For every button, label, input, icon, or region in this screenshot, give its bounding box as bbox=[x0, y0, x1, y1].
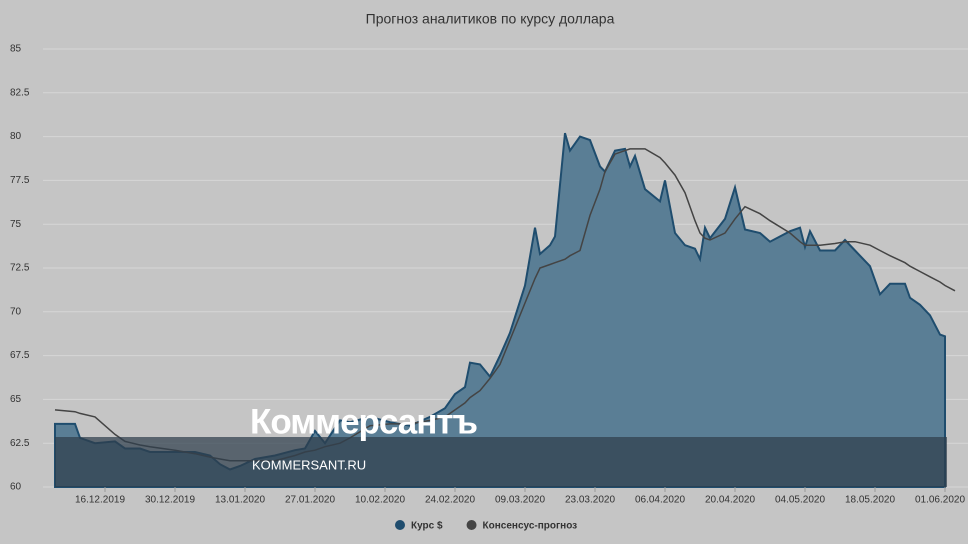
x-tick-label: 24.02.2020 bbox=[425, 495, 475, 506]
y-tick-label: 72.5 bbox=[10, 263, 30, 274]
watermark-site: KOMMERSANT.RU bbox=[252, 457, 366, 472]
legend-marker bbox=[395, 520, 405, 530]
area bbox=[54, 132, 946, 488]
x-tick-label: 18.05.2020 bbox=[845, 495, 895, 506]
x-tick-label: 06.04.2020 bbox=[635, 495, 685, 506]
x-tick-label: 20.04.2020 bbox=[705, 495, 755, 506]
legend-label: Курс $ bbox=[411, 521, 443, 532]
x-tick-label: 23.03.2020 bbox=[565, 495, 615, 506]
y-tick-label: 70 bbox=[10, 306, 22, 317]
x-tick-label: 04.05.2020 bbox=[775, 495, 825, 506]
x-tick-label: 16.12.2019 bbox=[75, 495, 125, 506]
x-tick-label: 09.03.2020 bbox=[495, 495, 545, 506]
x-tick-label: 13.01.2020 bbox=[215, 495, 265, 506]
y-tick-label: 67.5 bbox=[10, 350, 30, 361]
chart-title: Прогноз аналитиков по курсу доллара bbox=[366, 11, 615, 27]
y-tick-label: 60 bbox=[10, 482, 22, 493]
x-tick-label: 10.02.2020 bbox=[355, 495, 405, 506]
y-tick-label: 65 bbox=[10, 394, 22, 405]
y-tick-label: 80 bbox=[10, 131, 22, 142]
y-tick-label: 82.5 bbox=[10, 87, 30, 98]
legend-marker bbox=[466, 520, 477, 530]
y-tick-label: 77.5 bbox=[10, 175, 30, 186]
x-tick-label: 01.06.2020 bbox=[915, 495, 965, 506]
y-tick-label: 62.5 bbox=[10, 438, 30, 449]
y-tick-label: 85 bbox=[10, 44, 22, 55]
x-tick-label: 27.01.2020 bbox=[285, 495, 335, 506]
watermark-logo: Коммерсантъ bbox=[250, 402, 478, 441]
x-tick-label: 30.12.2019 bbox=[145, 495, 195, 506]
watermark-band bbox=[55, 437, 947, 487]
legend-label: Консенсус-прогноз bbox=[483, 521, 578, 532]
y-tick-label: 75 bbox=[10, 219, 22, 230]
